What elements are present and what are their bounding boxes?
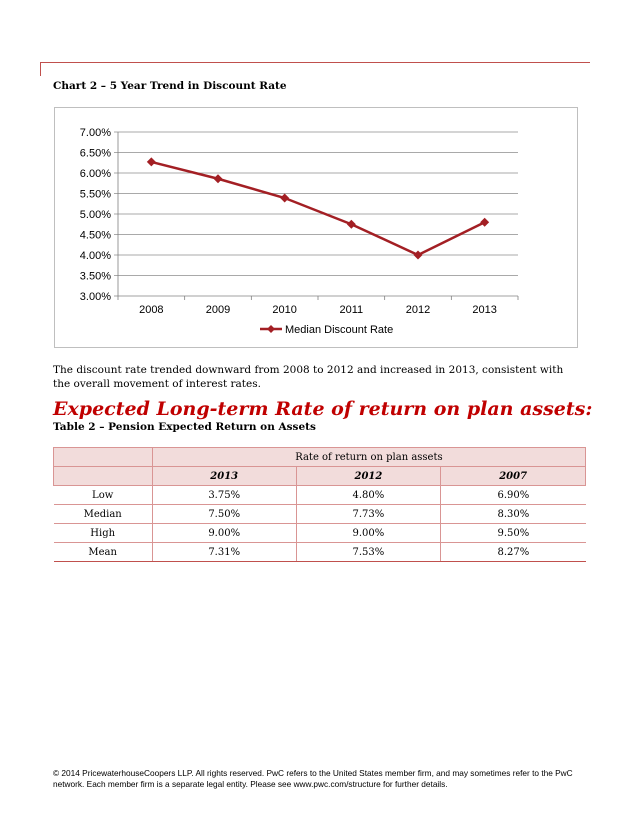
x-tick-label: 2008 [139, 304, 163, 316]
table-group-header-row: Rate of return on plan assets [53, 447, 587, 467]
data-point [346, 219, 356, 229]
discount-rate-paragraph: The discount rate trended downward from … [53, 364, 564, 390]
data-point [280, 193, 290, 203]
copyright-footer: © 2014 PricewaterhouseCoopers LLP. All r… [53, 768, 573, 789]
table-title: Table 2 – Pension Expected Return on Ass… [53, 421, 316, 433]
chart-svg: 3.00% 3.50% 4.00% 4.50% 5.00% 5.50% 6.00% 6.50%… [80, 127, 519, 336]
table-cell: 9.00% [152, 523, 297, 543]
data-point [480, 217, 490, 227]
table-row: High 9.00% 9.00% 9.50% [53, 523, 586, 543]
data-point [146, 157, 156, 167]
y-tick-label: 3.50% [80, 271, 111, 283]
line-chart: 3.00% 3.50% 4.00% 4.50% 5.00% 5.50% 6.00% 6.50%… [54, 107, 578, 348]
table-row: Median 7.50% 7.73% 8.30% [53, 504, 586, 524]
table-cell: 8.27% [440, 542, 586, 562]
y-tick-label: 7.00% [80, 127, 111, 139]
table-cell: 7.31% [152, 542, 297, 562]
x-tick-label: 2013 [472, 304, 496, 316]
year-header: 2013 [151, 466, 297, 486]
x-tick-label: 2010 [272, 304, 296, 316]
y-tick-label: 5.50% [80, 189, 111, 201]
table-corner-cell [53, 447, 153, 467]
row-label: Low [53, 485, 153, 505]
series-line [151, 160, 486, 257]
y-tick-label: 6.00% [80, 168, 111, 180]
top-rule-tick [40, 62, 41, 76]
table-row: Low 3.75% 4.80% 6.90% [53, 485, 586, 505]
chart-title: Chart 2 – 5 Year Trend in Discount Rate [53, 80, 287, 92]
year-header: 2012 [295, 466, 442, 486]
y-tick-label: 4.50% [80, 230, 111, 242]
x-tick-label: 2012 [406, 304, 430, 316]
table-cell: 3.75% [152, 485, 297, 505]
table-cell: 7.53% [296, 542, 442, 562]
y-tick-label: 5.00% [80, 209, 111, 221]
legend-label: Median Discount Rate [285, 324, 393, 336]
row-label: Mean [53, 542, 153, 562]
y-tick-label: 3.00% [80, 291, 111, 303]
table-row: Mean 7.31% 7.53% 8.27% [53, 542, 586, 562]
y-tick-label: 6.50% [80, 148, 111, 160]
table-cell: 9.00% [296, 523, 442, 543]
row-label: High [53, 523, 153, 543]
returns-table: Rate of return on plan assets 2013 2012 … [53, 447, 587, 562]
table-cell: 6.90% [440, 485, 586, 505]
x-tick-label: 2011 [340, 304, 364, 316]
table-group-header: Rate of return on plan assets [151, 447, 587, 467]
row-label: Median [53, 504, 153, 524]
y-tick-label: 4.00% [80, 250, 111, 262]
data-point [413, 250, 423, 260]
table-cell: 7.50% [152, 504, 297, 524]
table-cell: 9.50% [440, 523, 586, 543]
table-cell: 7.73% [296, 504, 442, 524]
top-rule [40, 62, 590, 63]
year-header: 2007 [440, 466, 586, 486]
table-corner-cell [53, 466, 153, 486]
data-point [213, 174, 223, 184]
table-cell: 4.80% [296, 485, 442, 505]
section-heading: Expected Long-term Rate of return on pla… [53, 398, 593, 420]
table-cell: 8.30% [440, 504, 586, 524]
x-tick-label: 2009 [206, 304, 230, 316]
legend-marker [267, 325, 275, 333]
table-year-row: 2013 2012 2007 [53, 466, 586, 486]
